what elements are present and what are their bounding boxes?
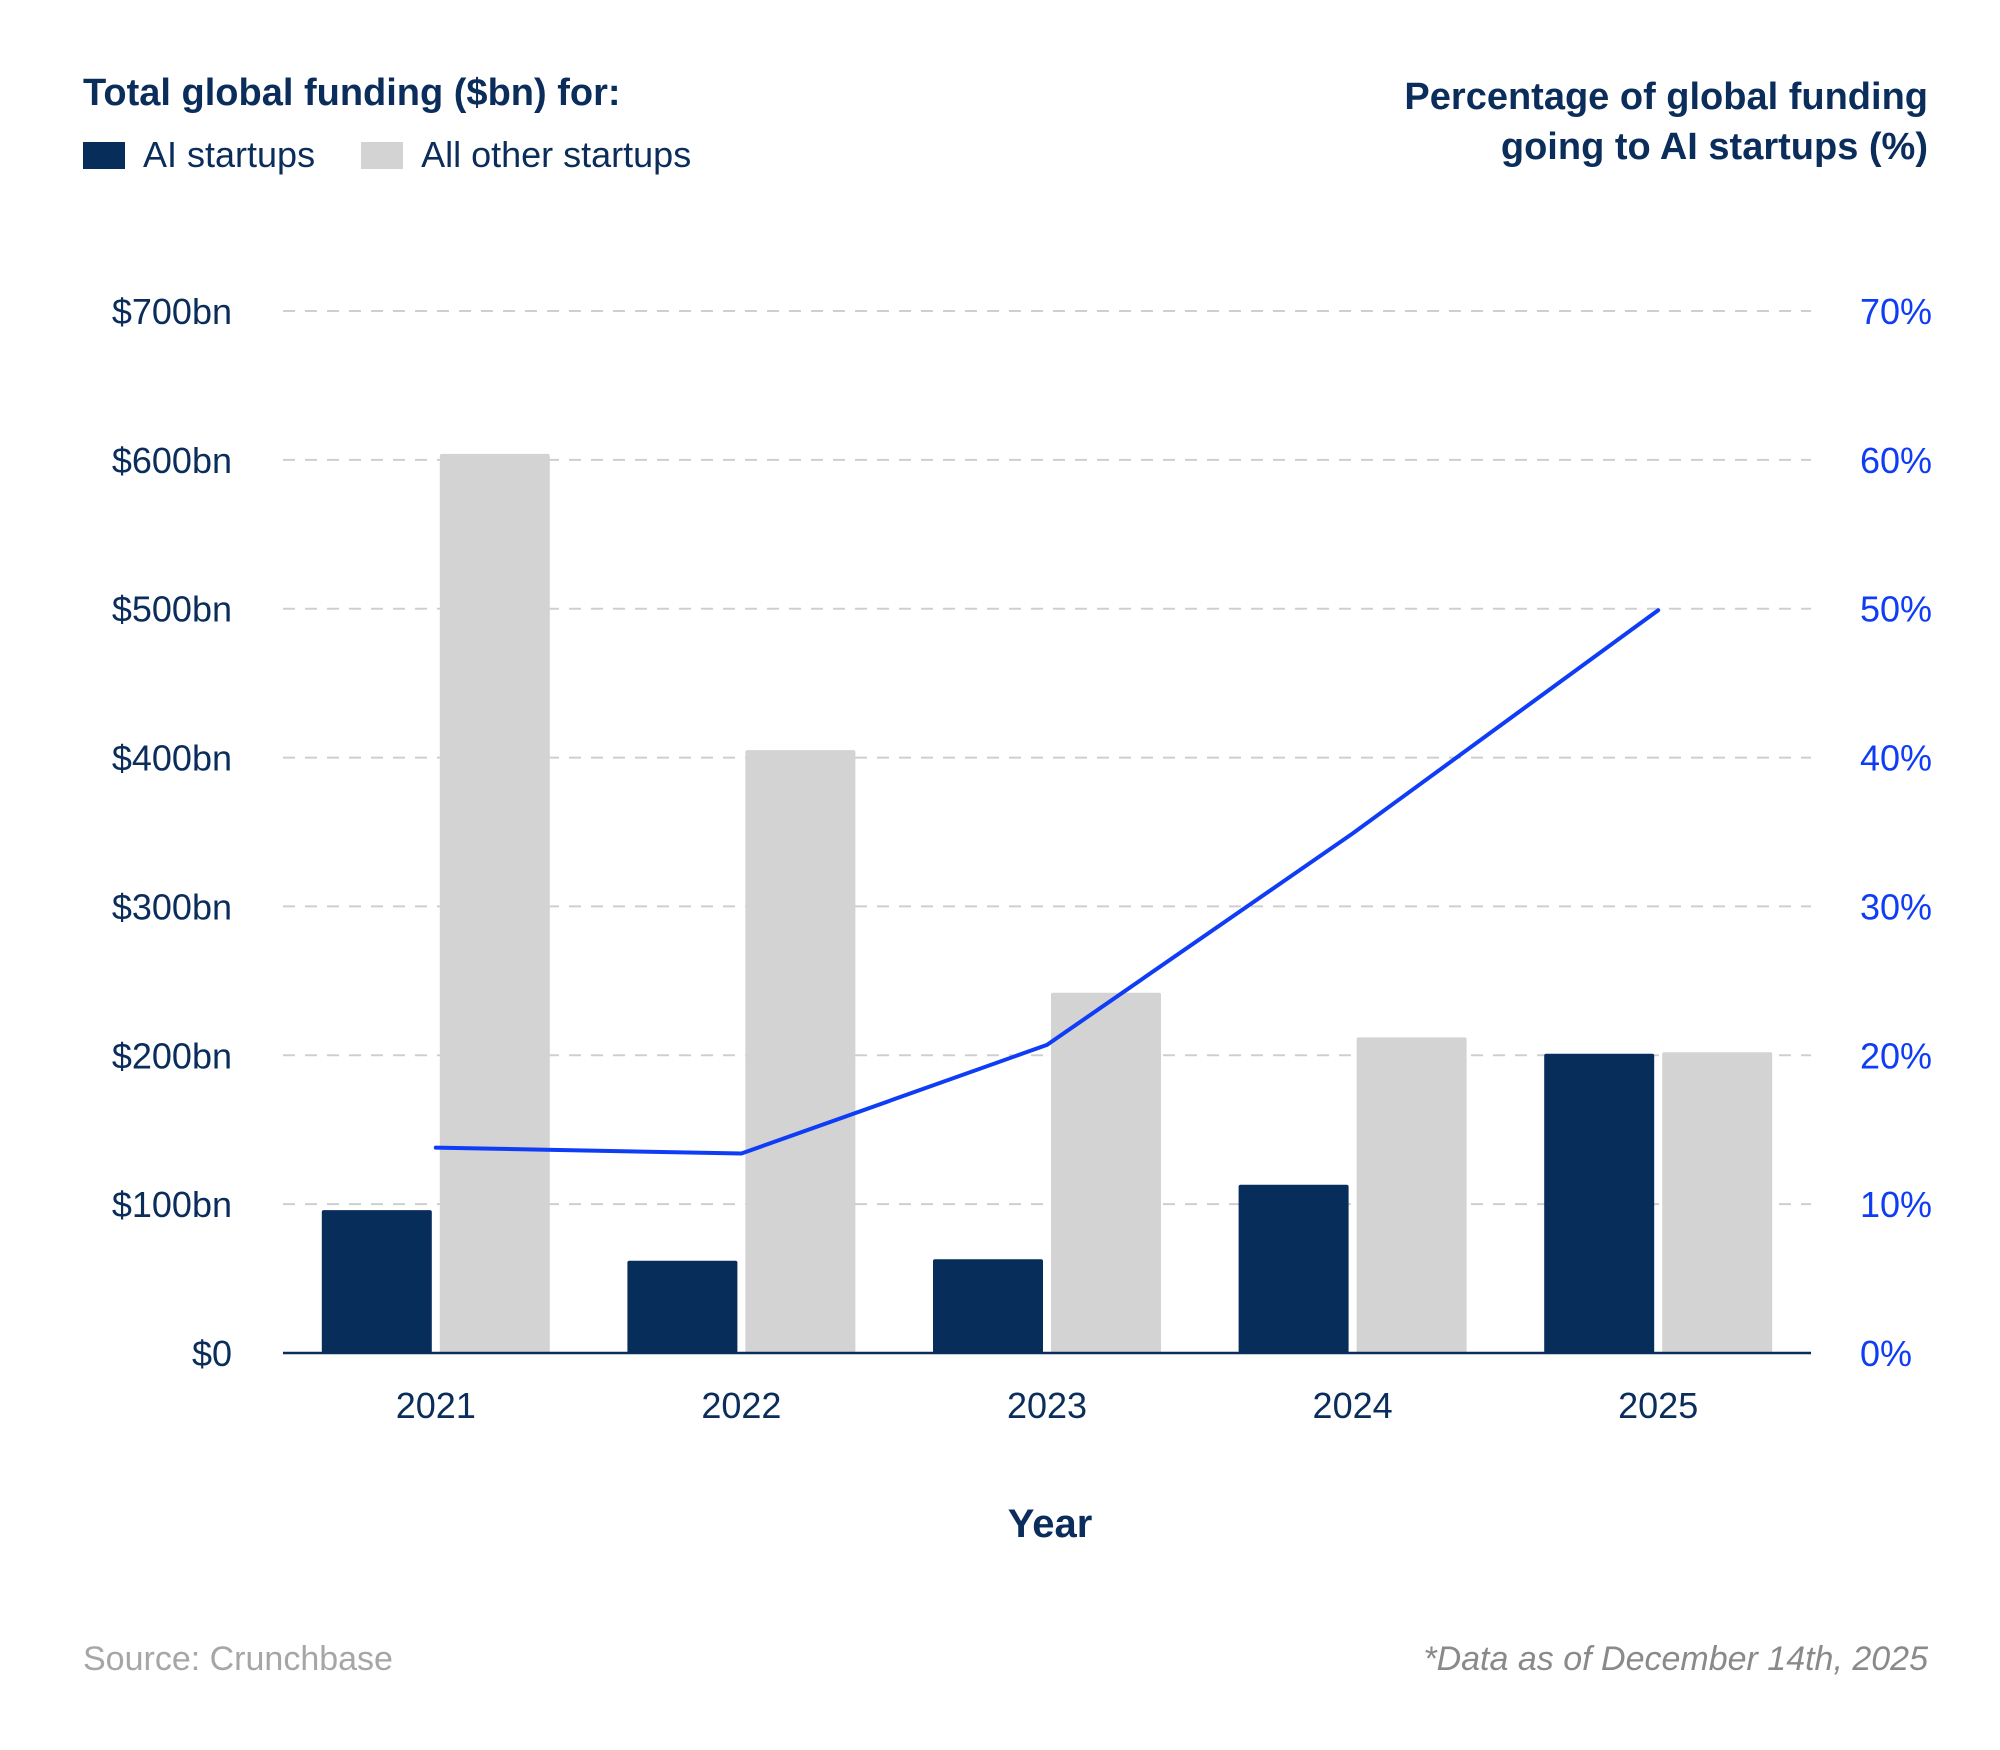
y2-tick-label: 10% [1860, 1184, 1932, 1225]
legend-item-other: All other startups [361, 134, 691, 176]
bar-other-startups [439, 453, 550, 1354]
data-date-note: *Data as of December 14th, 2025 [1423, 1640, 1928, 1678]
y2-tick-label: 70% [1860, 291, 1932, 332]
right-chart-title: Percentage of global funding going to AI… [1228, 72, 1928, 172]
bar-ai-startups [627, 1260, 738, 1353]
bar-ai-startups [1238, 1184, 1349, 1353]
y-tick-label: $100bn [112, 1184, 232, 1225]
bar-ai-startups [321, 1210, 432, 1353]
legend-swatch-ai [83, 141, 125, 169]
bar-other-startups [1662, 1052, 1773, 1353]
y-tick-label: $500bn [112, 589, 232, 630]
y-tick-label: $200bn [112, 1035, 232, 1076]
y2-tick-label: 50% [1860, 589, 1932, 630]
y-tick-label: $600bn [112, 440, 232, 481]
y2-tick-label: 60% [1860, 440, 1932, 481]
x-tick-label: 2025 [1618, 1385, 1698, 1426]
y2-tick-label: 30% [1860, 886, 1932, 927]
y-tick-label: $0 [192, 1333, 232, 1374]
bar-other-startups [1356, 1037, 1467, 1353]
left-chart-title: Total global funding ($bn) for: [83, 72, 621, 114]
bar-other-startups [745, 750, 856, 1353]
y-tick-label: $700bn [112, 291, 232, 332]
x-tick-label: 2023 [1007, 1385, 1087, 1426]
right-title-line-2: going to AI startups (%) [1500, 126, 1928, 168]
y-tick-label: $300bn [112, 886, 232, 927]
bar-ai-startups [933, 1259, 1043, 1353]
right-title-line-1: Percentage of global funding [1404, 76, 1928, 118]
legend-label-ai: AI startups [143, 134, 316, 175]
x-axis-title: Year [1008, 1502, 1093, 1546]
legend: AI startups All other startups [83, 134, 737, 176]
legend-swatch-other [361, 141, 404, 169]
y2-tick-label: 40% [1860, 738, 1932, 779]
x-tick-label: 2022 [701, 1385, 781, 1426]
x-tick-label: 2024 [1313, 1385, 1393, 1426]
bar-other-startups [1051, 992, 1161, 1353]
x-tick-label: 2021 [396, 1385, 476, 1426]
y2-tick-label: 20% [1860, 1035, 1932, 1076]
y-tick-label: $400bn [112, 738, 232, 779]
legend-item-ai: AI startups [83, 134, 315, 176]
legend-label-other: All other startups [421, 134, 692, 175]
bar-ai-startups [1544, 1053, 1655, 1353]
ai-share-line [433, 608, 1661, 1156]
source-note: Source: Crunchbase [83, 1640, 393, 1678]
y2-tick-label: 0% [1860, 1333, 1912, 1374]
